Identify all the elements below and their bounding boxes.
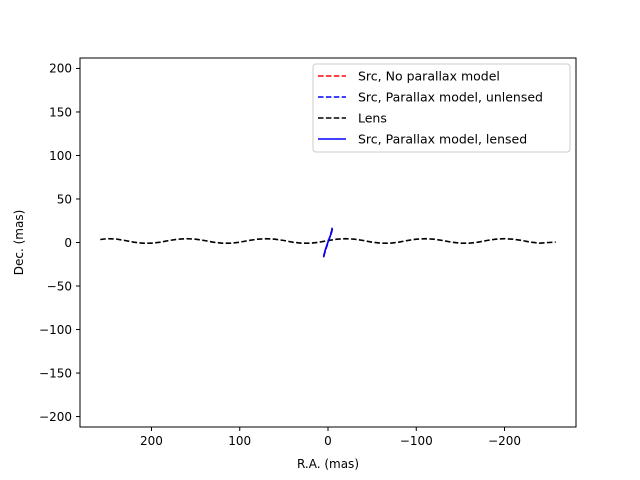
legend-label-3: Src, Parallax model, lensed: [358, 132, 527, 147]
y-tick-label-2: 100: [49, 149, 72, 163]
y-axis-label: Dec. (mas): [12, 210, 26, 276]
x-tick-label-3: −100: [400, 434, 433, 448]
series-layer: [100, 227, 556, 258]
legend-box: [312, 63, 571, 153]
y-tick-label-7: −150: [39, 366, 72, 380]
legend-label-2: Lens: [358, 111, 387, 126]
x-axis-ticks: 200 100 0 −100 −200: [140, 427, 521, 448]
x-tick-label-4: −200: [488, 434, 521, 448]
x-axis-label: R.A. (mas): [297, 457, 359, 471]
legend-label-0: Src, No parallax model: [358, 69, 500, 84]
series-line-3: [323, 227, 333, 257]
x-tick-label-0: 200: [140, 434, 163, 448]
y-tick-label-4: 0: [64, 236, 72, 250]
y-tick-label-1: 150: [49, 105, 72, 119]
y-tick-label-8: −200: [39, 410, 72, 424]
y-tick-label-0: 200: [49, 62, 72, 76]
y-axis-ticks: 200 150 100 50 0 −50 −100 −150 −200: [39, 62, 80, 424]
legend-label-1: Src, Parallax model, unlensed: [358, 90, 543, 105]
legend: Src, No parallax model Src, Parallax mode…: [312, 63, 571, 153]
x-tick-label-2: 0: [324, 434, 332, 448]
y-tick-label-6: −100: [39, 323, 72, 337]
y-tick-label-5: −50: [47, 279, 72, 293]
y-tick-label-3: 50: [57, 192, 72, 206]
x-tick-label-1: 100: [228, 434, 251, 448]
